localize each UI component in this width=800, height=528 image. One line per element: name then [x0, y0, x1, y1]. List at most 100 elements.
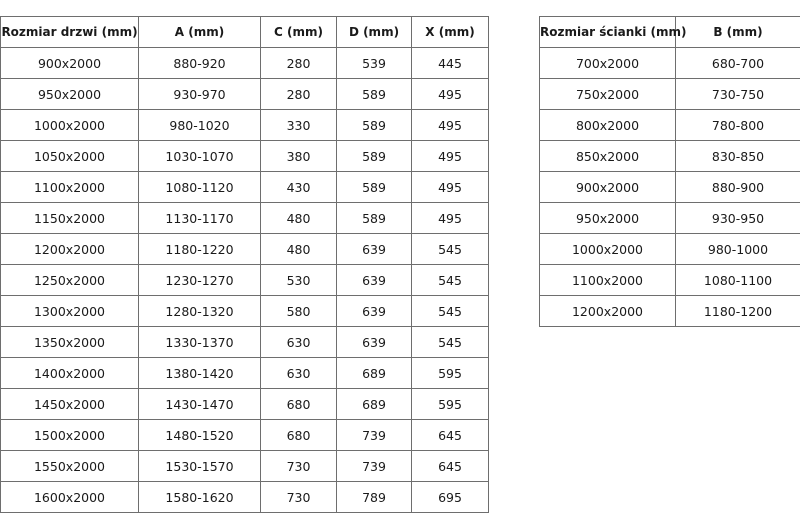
table-cell: 780-800 [675, 109, 800, 141]
table-cell: 1380-1420 [138, 357, 261, 389]
table-cell: 930-970 [138, 78, 261, 110]
table-cell: 580 [260, 295, 337, 327]
table-cell: 680-700 [675, 47, 800, 79]
table-cell: 730 [260, 450, 337, 482]
table-row: 750x2000 730-750 [539, 78, 800, 110]
table-cell: 545 [411, 233, 489, 265]
table-row: 1200x2000 1180-1220 480 639 545 [0, 233, 489, 265]
table-cell: 1080-1120 [138, 171, 261, 203]
table-cell: 639 [336, 295, 412, 327]
table-cell: 1350x2000 [0, 326, 139, 358]
table-cell: 730 [260, 481, 337, 513]
column-header: Rozmiar drzwi (mm) [0, 16, 139, 48]
table-row: 1550x2000 1530-1570 730 739 645 [0, 450, 489, 482]
table-cell: 930-950 [675, 202, 800, 234]
table-row: 1150x2000 1130-1170 480 589 495 [0, 202, 489, 234]
table-cell: 1200x2000 [0, 233, 139, 265]
table-cell: 850x2000 [539, 140, 676, 172]
table-cell: 280 [260, 78, 337, 110]
table-cell: 1100x2000 [539, 264, 676, 296]
table-header-row: Rozmiar drzwi (mm) A (mm) C (mm) D (mm) X (m… [0, 16, 489, 48]
table-cell: 1550x2000 [0, 450, 139, 482]
table-header-row: Rozmiar ścianki (mm) B (mm) [539, 16, 800, 48]
table-cell: 1100x2000 [0, 171, 139, 203]
table-cell: 1080-1100 [675, 264, 800, 296]
table-cell: 695 [411, 481, 489, 513]
table-cell: 880-920 [138, 47, 261, 79]
table-cell: 750x2000 [539, 78, 676, 110]
table-cell: 495 [411, 109, 489, 141]
table-cell: 1480-1520 [138, 419, 261, 451]
table-cell: 739 [336, 450, 412, 482]
wall-sizes-table: Rozmiar ścianki (mm) B (mm) 700x2000 680-7… [539, 16, 800, 327]
table-cell: 1000x2000 [0, 109, 139, 141]
table-row: 900x2000 880-920 280 539 445 [0, 47, 489, 79]
table-row: 1250x2000 1230-1270 530 639 545 [0, 264, 489, 296]
door-sizes-table: Rozmiar drzwi (mm) A (mm) C (mm) D (mm) X (m… [0, 16, 489, 513]
table-cell: 730-750 [675, 78, 800, 110]
table-cell: 645 [411, 450, 489, 482]
column-header: A (mm) [138, 16, 261, 48]
table-cell: 480 [260, 202, 337, 234]
table-cell: 545 [411, 295, 489, 327]
table-cell: 1180-1220 [138, 233, 261, 265]
table-cell: 1530-1570 [138, 450, 261, 482]
table-cell: 1130-1170 [138, 202, 261, 234]
table-cell: 330 [260, 109, 337, 141]
table-cell: 900x2000 [0, 47, 139, 79]
table-cell: 280 [260, 47, 337, 79]
table-cell: 700x2000 [539, 47, 676, 79]
table-row: 1350x2000 1330-1370 630 639 545 [0, 326, 489, 358]
table-cell: 880-900 [675, 171, 800, 203]
table-cell: 830-850 [675, 140, 800, 172]
table-cell: 1030-1070 [138, 140, 261, 172]
table-cell: 430 [260, 171, 337, 203]
table-row: 1400x2000 1380-1420 630 689 595 [0, 357, 489, 389]
table-cell: 645 [411, 419, 489, 451]
table-row: 1000x2000 980-1000 [539, 233, 800, 265]
table-cell: 445 [411, 47, 489, 79]
table-row: 1600x2000 1580-1620 730 789 695 [0, 481, 489, 513]
table-cell: 1280-1320 [138, 295, 261, 327]
table-cell: 1300x2000 [0, 295, 139, 327]
table-cell: 1180-1200 [675, 295, 800, 327]
table-cell: 789 [336, 481, 412, 513]
table-row: 1300x2000 1280-1320 580 639 545 [0, 295, 489, 327]
table-cell: 639 [336, 264, 412, 296]
table-row: 700x2000 680-700 [539, 47, 800, 79]
table-cell: 495 [411, 171, 489, 203]
table-cell: 630 [260, 357, 337, 389]
table-cell: 1200x2000 [539, 295, 676, 327]
table-cell: 539 [336, 47, 412, 79]
table-cell: 950x2000 [539, 202, 676, 234]
table-row: 1000x2000 980-1020 330 589 495 [0, 109, 489, 141]
table-cell: 680 [260, 419, 337, 451]
table-cell: 680 [260, 388, 337, 420]
table-cell: 1050x2000 [0, 140, 139, 172]
table-cell: 689 [336, 388, 412, 420]
table-cell: 589 [336, 78, 412, 110]
table-cell: 1250x2000 [0, 264, 139, 296]
table-cell: 1500x2000 [0, 419, 139, 451]
table-cell: 495 [411, 202, 489, 234]
table-cell: 1150x2000 [0, 202, 139, 234]
table-cell: 480 [260, 233, 337, 265]
table-cell: 595 [411, 388, 489, 420]
table-row: 850x2000 830-850 [539, 140, 800, 172]
table-cell: 530 [260, 264, 337, 296]
table-cell: 1330-1370 [138, 326, 261, 358]
table-cell: 1450x2000 [0, 388, 139, 420]
column-header: Rozmiar ścianki (mm) [539, 16, 687, 48]
table-cell: 495 [411, 140, 489, 172]
table-cell: 980-1020 [138, 109, 261, 141]
table-cell: 589 [336, 140, 412, 172]
table-cell: 739 [336, 419, 412, 451]
table-row: 1200x2000 1180-1200 [539, 295, 800, 327]
table-cell: 380 [260, 140, 337, 172]
table-cell: 545 [411, 264, 489, 296]
table-row: 950x2000 930-950 [539, 202, 800, 234]
table-cell: 545 [411, 326, 489, 358]
table-row: 900x2000 880-900 [539, 171, 800, 203]
column-header: B (mm) [675, 16, 800, 48]
table-cell: 1000x2000 [539, 233, 676, 265]
